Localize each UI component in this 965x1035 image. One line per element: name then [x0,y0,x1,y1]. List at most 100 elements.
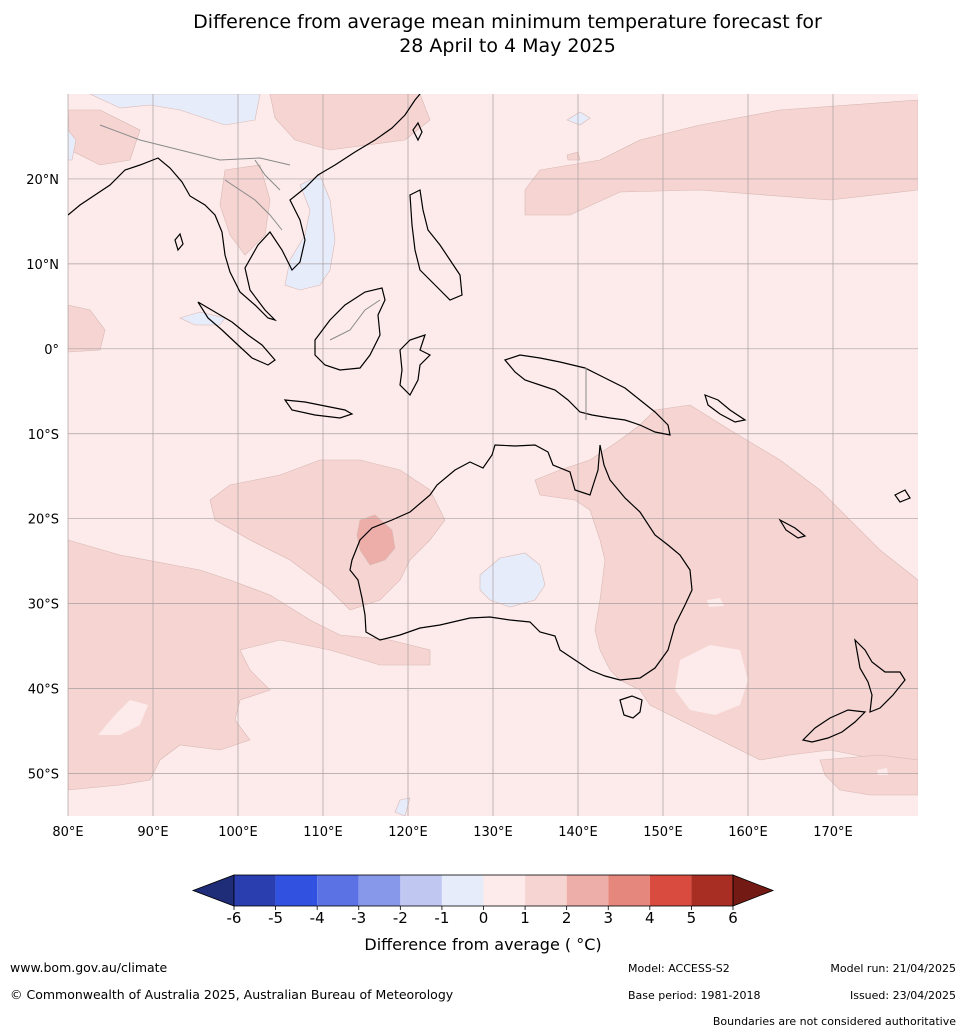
coast-new-guinea [503,354,671,436]
region-sumatra-cool [179,311,226,326]
colorbar-segment [400,875,442,906]
latitude-label: 30°S [28,598,59,613]
footer-disclaimer: Boundaries are not considered authoritat… [712,1015,956,1028]
colorbar-tick-label: 5 [687,909,697,927]
colorbar-segment [441,875,484,906]
border-indochina [224,159,283,231]
coast-fiji [894,489,911,503]
colorbar-extend-high [732,874,775,907]
latitude-label: 0° [44,343,59,358]
border-china [99,124,291,166]
region-tasman-pocket [675,645,748,715]
longitude-label: 80°E [52,825,83,840]
colorbar-tick-label: -6 [227,909,242,927]
longitude-label: 150°E [643,825,683,840]
colorbar-tick-label: 4 [645,909,655,927]
colorbar-segment [608,875,650,906]
colorbar [191,874,775,907]
coast-sumatra [197,301,276,366]
footer-issued: Issued: 23/04/2025 [849,989,956,1002]
region-central-australia-cool [479,552,546,608]
colorbar-tick-label: 2 [562,909,572,927]
latitude-label: 40°S [28,683,59,698]
colorbar-tick-label: 0 [479,909,489,927]
region-tasman-sea-warm [534,404,918,761]
region-pilbara-warm [356,514,396,566]
colorbar-segment [275,875,318,906]
colorbar-segment [234,875,276,906]
footer-website[interactable]: www.bom.gov.au/climate [10,960,168,975]
region-indian-pocket [98,700,148,735]
region-northwest-australia-warm [209,459,446,611]
colorbar-segment [566,875,609,906]
title-line-1: Difference from average mean minimum tem… [193,11,822,33]
region-arabian-cool [68,129,77,161]
coast-sri-lanka [174,232,184,252]
coast-taiwan [412,121,423,142]
colorbar-tick-label: 6 [728,909,738,927]
colorbar-ticks: -6 -5 -4 -3 -2 -1 0 1 2 3 4 5 6 [227,906,738,927]
region-equatorial-west-warm [68,304,106,353]
region-tasman-pocket-2 [707,598,724,607]
coast-asia [68,94,421,322]
graticule [67,94,918,816]
coastlines [68,94,911,743]
longitude-label: 100°E [218,825,258,840]
coast-nz-south [801,709,867,743]
region-east-pacific-small [566,151,581,161]
latitude-label: 10°N [26,258,59,273]
longitude-label: 160°E [728,825,768,840]
colorbar-tick-label: -2 [393,909,408,927]
country-borders [99,124,587,420]
latitude-label: 50°S [28,768,59,783]
region-south-china-sea-cool [284,174,336,291]
colorbar-tick-label: -4 [310,909,325,927]
coast-borneo [314,287,386,371]
longitude-label: 90°E [137,825,168,840]
colorbar-segment [525,875,567,906]
colorbar-segment [649,875,692,906]
colorbar-label: Difference from average ( °C) [364,935,601,954]
coast-new-caledonia [778,518,807,539]
latitude-labels: 20°N 10°N 0° 10°S 20°S 30°S 40°S 50°S [26,173,59,783]
longitude-label: 140°E [558,825,598,840]
anomaly-shading [68,94,918,816]
colorbar-tick-label: -1 [434,909,449,927]
coast-sulawesi [399,334,432,396]
colorbar-segment [358,875,401,906]
coast-philippines [409,189,463,301]
region-southern-ocean-warm [819,754,918,796]
coast-tasmania [619,695,643,719]
longitude-label: 120°E [388,825,428,840]
region-north-pacific-east-warm [524,99,918,216]
colorbar-segment [483,875,526,906]
forecast-map: 20°N 10°N 0° 10°S 20°S 30°S 40°S 50°S 80°E 90°E 1… [26,94,918,954]
region-southern-cool-spot [394,797,411,816]
colorbar-segment [691,875,733,906]
footer-model-run: Model run: 21/04/2025 [830,962,956,975]
colorbar-tick-label: -3 [351,909,366,927]
region-china-cool [89,94,261,126]
latitude-label: 20°N [26,173,59,188]
border-borneo [329,299,381,341]
region-indian-ocean-warm [68,539,431,791]
colorbar-tick-label: 1 [520,909,530,927]
footer-base-period: Base period: 1981-2018 [628,989,761,1002]
region-pacific-cool-spot [566,111,591,126]
colorbar-tick-label: -5 [268,909,283,927]
footer-copyright: © Commonwealth of Australia 2025, Austra… [10,987,454,1002]
map-title: Difference from average mean minimum tem… [0,10,965,58]
longitude-labels: 80°E 90°E 100°E 110°E 120°E 130°E 140°E 150°E 16… [52,825,852,840]
coast-nz-north [854,638,906,713]
coast-australia [349,444,693,681]
latitude-label: 10°S [28,428,59,443]
colorbar-tick-label: 3 [603,909,613,927]
longitude-label: 130°E [473,825,513,840]
longitude-label: 110°E [303,825,343,840]
colorbar-segment [317,875,359,906]
title-line-2: 28 April to 4 May 2025 [399,35,616,57]
longitude-label: 170°E [813,825,853,840]
coast-java [283,399,354,419]
colorbar-extend-low [191,874,235,907]
footer-model: Model: ACCESS-S2 [628,962,730,975]
